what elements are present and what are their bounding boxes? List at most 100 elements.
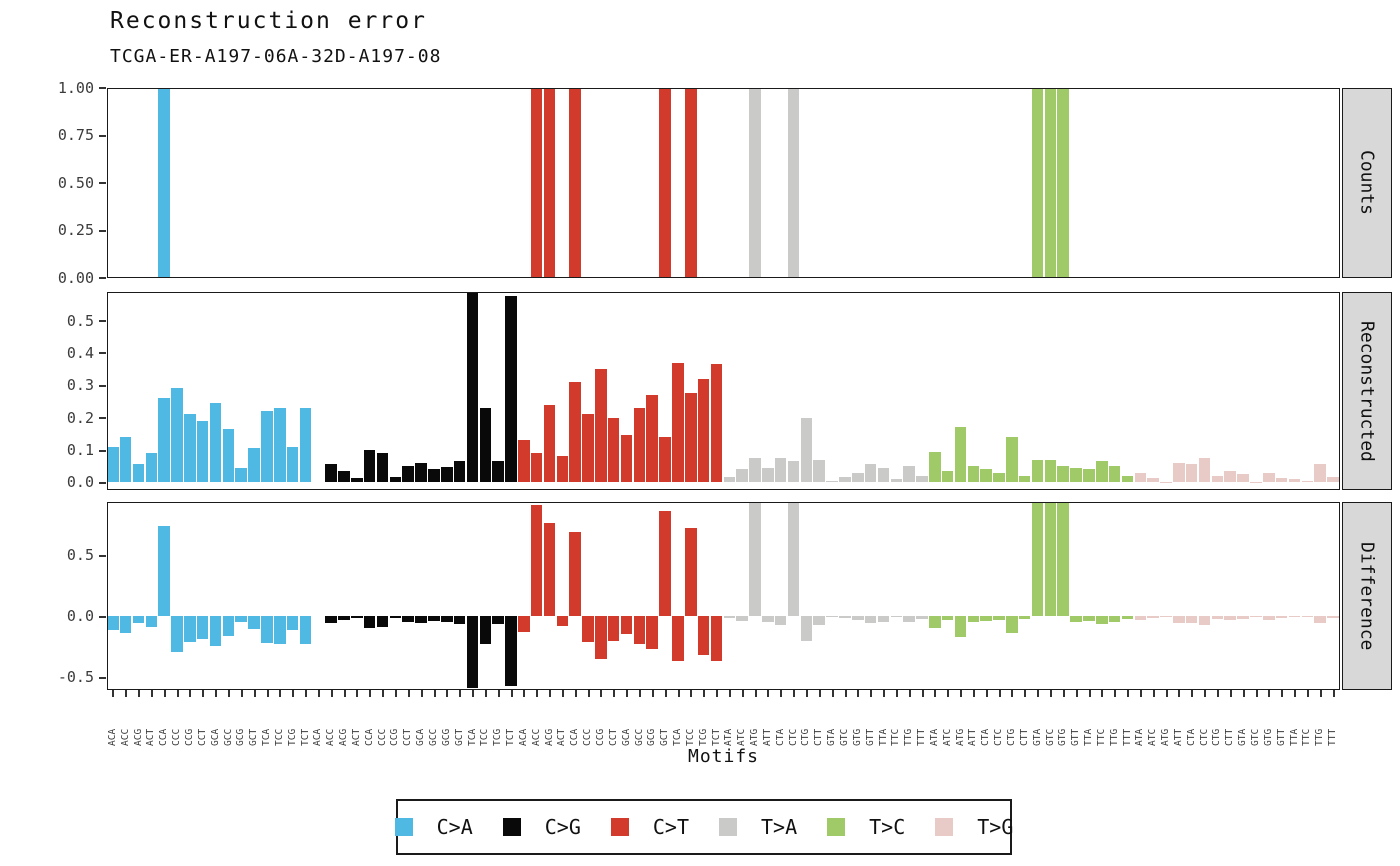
x-tick-mark: [215, 690, 218, 697]
motif-label-57: GTC: [839, 728, 851, 746]
bar-difference-C>A-ACG: [132, 616, 145, 623]
bar-difference-T>A-TTA: [877, 616, 890, 622]
legend-label: C>G: [544, 815, 581, 839]
motif-label-28: TCA: [466, 728, 478, 746]
bar-difference-T>G-TTA: [1288, 616, 1301, 618]
motif-label-58: GTG: [851, 728, 863, 746]
panel-difference: [107, 502, 1340, 690]
bar-difference-T>C-ATA: [929, 616, 941, 628]
bar-reconstructed-T>G-TTA: [1288, 479, 1301, 483]
x-tick-mark: [664, 690, 667, 697]
bar-difference-T>G-GTA: [1237, 616, 1249, 620]
bar-reconstructed-C>A-CCC: [171, 388, 183, 483]
bar-difference-C>G-GCG: [440, 616, 453, 622]
x-tick-mark: [767, 690, 770, 697]
legend-label: T>G: [977, 815, 1014, 839]
bar-difference-C>A-TCT: [299, 616, 312, 645]
x-tick-mark: [1127, 690, 1130, 697]
x-tick-mark: [240, 690, 243, 697]
bar-reconstructed-C>T-CCG: [595, 369, 607, 483]
motif-label-19: ACT: [350, 728, 362, 746]
bar-reconstructed-C>A-ACC: [119, 436, 132, 483]
motif-label-82: ATG: [1160, 728, 1172, 746]
y-tick-mark: [99, 554, 106, 557]
x-tick-mark: [651, 690, 654, 697]
legend-label: C>A: [436, 815, 473, 839]
x-tick-mark: [1101, 690, 1104, 697]
legend-item-T-to-A: T>A: [719, 815, 797, 839]
bar-reconstructed-C>G-GCA: [415, 462, 427, 483]
bar-difference-C>G-GCA: [415, 616, 427, 624]
motif-label-73: GTC: [1044, 728, 1056, 746]
bar-reconstructed-C>G-ACC: [325, 464, 337, 483]
motif-label-91: GTT: [1275, 728, 1287, 746]
strip-counts: Counts: [1342, 88, 1392, 278]
bar-difference-C>T-TCG: [697, 616, 710, 656]
motif-label-0: ACA: [106, 728, 118, 746]
motif-label-37: CCC: [582, 728, 594, 746]
motif-label-33: ACC: [530, 728, 542, 746]
bar-difference-C>T-TCC: [685, 527, 697, 617]
x-tick-mark: [266, 690, 269, 697]
motif-label-49: ATC: [736, 728, 748, 746]
x-tick-mark: [510, 690, 513, 697]
bar-reconstructed-C>A-CCA: [158, 398, 170, 483]
bar-reconstructed-T>C-ATT: [967, 466, 980, 483]
bar-difference-C>G-CCC: [376, 616, 389, 628]
motif-label-50: ATG: [749, 728, 761, 746]
x-tick-mark: [574, 690, 577, 697]
bar-difference-T>C-ATG: [954, 616, 967, 637]
bar-reconstructed-C>G-GCG: [440, 466, 453, 483]
x-tick-mark: [125, 690, 128, 697]
motif-label-1: ACC: [119, 728, 131, 746]
bar-reconstructed-C>A-TCG: [286, 446, 299, 483]
motif-label-70: CTG: [1005, 728, 1017, 746]
bar-difference-T>A-TTC: [890, 616, 903, 618]
x-tick-mark: [523, 690, 526, 697]
bar-difference-T>A-ATA: [723, 616, 736, 618]
bar-reconstructed-C>T-CCC: [582, 414, 594, 483]
bar-reconstructed-T>A-TTA: [877, 467, 890, 483]
bar-difference-T>G-TTT: [1327, 616, 1339, 618]
motif-label-30: TCG: [492, 728, 504, 746]
legend-item-C-to-G: C>G: [502, 815, 581, 839]
motif-label-65: ATC: [941, 728, 953, 746]
strip-reconstructed: Reconstructed: [1342, 292, 1392, 490]
bar-reconstructed-T>G-GTA: [1237, 474, 1249, 483]
bar-difference-T>C-TTT: [1121, 616, 1134, 619]
x-tick-mark: [947, 690, 950, 697]
bar-difference-C>T-TCT: [710, 616, 723, 661]
motif-label-44: TCA: [672, 728, 684, 746]
motif-label-76: TTA: [1083, 728, 1095, 746]
bar-difference-C>T-CCC: [582, 616, 594, 642]
x-tick-mark: [536, 690, 539, 697]
bar-difference-T>A-ATT: [762, 616, 774, 622]
bar-difference-C>A-ACA: [108, 616, 119, 630]
bar-reconstructed-T>G-GTG: [1262, 472, 1275, 483]
bar-difference-C>T-ACC: [530, 505, 543, 617]
bar-difference-T>A-TTG: [903, 616, 915, 623]
bar-difference-T>G-ATG: [1160, 616, 1172, 618]
x-tick-mark: [561, 690, 564, 697]
bar-difference-C>G-GCC: [428, 616, 440, 622]
bar-difference-T>C-GTT: [1070, 616, 1082, 622]
y-tick-mark: [99, 277, 106, 279]
bar-difference-C>G-ACG: [338, 616, 350, 621]
bar-reconstructed-C>A-GCT: [248, 448, 260, 483]
bar-difference-T>C-ATC: [941, 616, 954, 621]
x-tick-mark: [883, 690, 886, 697]
x-tick-mark: [870, 690, 873, 697]
motif-label-92: TTA: [1288, 728, 1300, 746]
bar-reconstructed-T>C-TTT: [1121, 475, 1134, 483]
legend: C>A C>G C>T T>A T>C T>G: [394, 799, 1014, 855]
x-tick-mark: [805, 690, 808, 697]
motif-label-25: GCC: [428, 728, 440, 746]
x-tick-mark: [998, 690, 1001, 697]
sample-id-subtitle: TCGA-ER-A197-06A-32D-A197-08: [110, 46, 442, 67]
bar-difference-T>G-TTC: [1301, 616, 1314, 618]
x-axis-motif-labels: ACA ACC ACG ACT CCA CCC CCG CCT GCA GCC GCG GCT TCA T…: [107, 700, 1340, 746]
x-tick-mark: [407, 690, 410, 697]
bar-reconstructed-C>G-GCC: [428, 469, 440, 483]
bar-difference-C>T-ACA: [518, 616, 530, 632]
bar-counts-C>T-ACG: [543, 89, 556, 277]
